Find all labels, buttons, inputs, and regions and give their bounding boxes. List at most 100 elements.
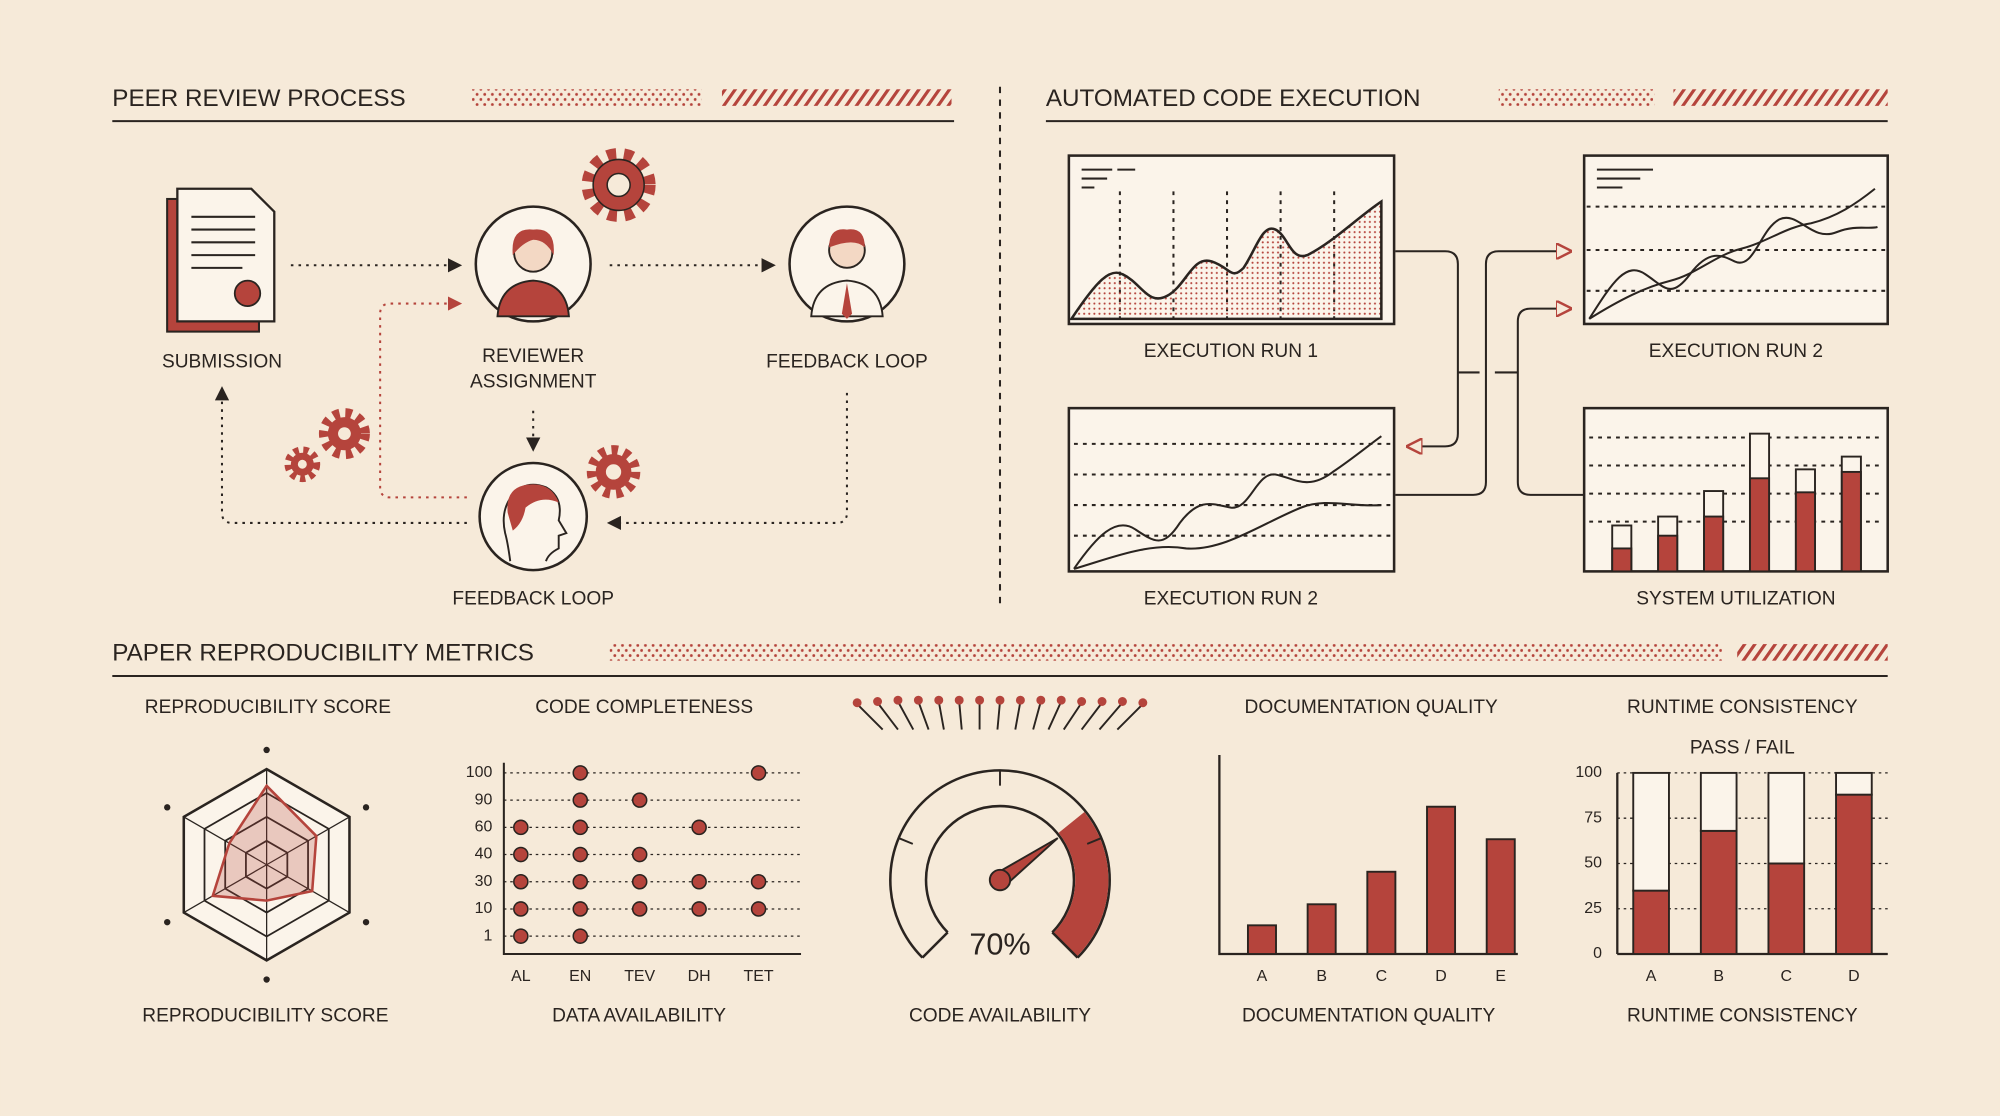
panel-bar	[1840, 470, 1862, 573]
axis-label: REPRODUCIBILITY SCORE	[142, 1006, 388, 1027]
panel	[1582, 154, 1889, 326]
gauge-band	[1052, 812, 1109, 957]
panel-label: EXECUTION RUN 2	[1649, 341, 1823, 362]
x-tick-label: B	[1316, 968, 1327, 985]
pin-head	[1077, 697, 1087, 706]
person-hair	[829, 229, 865, 248]
radar-axis-dot	[263, 976, 270, 983]
pin-head	[873, 697, 883, 706]
bar-segment	[1767, 862, 1806, 955]
bar-segment	[1835, 771, 1873, 796]
bar	[1426, 805, 1457, 955]
panel-line	[1073, 435, 1382, 570]
panel-line	[1069, 199, 1383, 321]
dot	[691, 901, 707, 917]
bar-segment	[1699, 771, 1738, 832]
radar-spoke	[183, 864, 267, 914]
gauge-decoration	[856, 701, 1144, 731]
dot	[572, 792, 589, 808]
peer-review-diagram: SUBMISSION REVIEWER ASSIGNMENT FEEDBACK …	[162, 147, 928, 609]
connector	[1516, 309, 1585, 496]
pin-head	[1138, 698, 1148, 708]
pin-head	[954, 695, 964, 705]
radar-axis-dot	[263, 746, 270, 754]
gauge-end	[921, 931, 949, 959]
panel-label: EXECUTION RUN 1	[1144, 341, 1318, 362]
panel-line	[1588, 187, 1876, 320]
y-tick-label: 75	[1584, 809, 1602, 826]
y-tick-label: 30	[475, 873, 493, 890]
decoration	[471, 89, 702, 106]
panel	[1067, 406, 1396, 573]
y-tick-label: 100	[1575, 764, 1602, 781]
bar	[1366, 870, 1397, 955]
axis-label: CODE AVAILABILITY	[909, 1006, 1091, 1027]
bar	[1306, 903, 1337, 955]
axis-label: DATA AVAILABILITY	[552, 1006, 726, 1027]
bar	[1246, 924, 1277, 955]
pin-head	[1015, 695, 1025, 705]
y-tick-label: 10	[475, 900, 493, 917]
dot	[513, 901, 529, 917]
pin-head	[1097, 697, 1107, 706]
dot	[631, 792, 648, 808]
gear	[318, 408, 370, 460]
dot	[631, 901, 648, 917]
panel-grid	[1118, 191, 1336, 319]
dot	[572, 928, 589, 944]
gear	[284, 446, 321, 483]
tie	[841, 283, 853, 319]
connector	[1395, 251, 1568, 496]
dot	[513, 819, 529, 836]
x-tick-label: EN	[569, 968, 591, 985]
decoration	[1498, 89, 1655, 106]
dot	[750, 765, 767, 781]
axis-label: DOCUMENTATION QUALITY	[1242, 1006, 1495, 1027]
x-tick-label: TEV	[624, 968, 655, 985]
radar-axis-dot	[362, 918, 370, 926]
dot	[513, 873, 529, 890]
chart-subtitle: PASS / FAIL	[1690, 738, 1795, 759]
y-tick-label: 100	[466, 764, 493, 781]
dot	[691, 819, 707, 836]
chart-title: REPRODUCIBILITY SCORE	[145, 697, 391, 718]
radar-area	[211, 783, 318, 902]
x-tick-label: D	[1435, 968, 1447, 985]
dot	[572, 901, 589, 917]
person-hair	[507, 484, 559, 531]
dot	[572, 819, 589, 836]
section-title: PAPER REPRODUCIBILITY METRICS	[112, 640, 534, 667]
gears	[284, 147, 656, 499]
x-tick-label: C	[1781, 968, 1793, 985]
bar-segment	[1632, 771, 1670, 892]
node-label: SUBMISSION	[162, 351, 282, 372]
gear	[297, 459, 307, 469]
gauge-outer	[889, 769, 1111, 959]
radar-axis-dot	[362, 804, 370, 811]
x-tick-label: C	[1376, 968, 1388, 985]
panel	[1582, 406, 1889, 573]
radar-axis-dot	[164, 918, 171, 926]
axis	[502, 762, 802, 956]
y-tick-label: 60	[475, 819, 493, 836]
gear	[606, 172, 631, 198]
decoration	[1737, 644, 1888, 661]
gauge-inner	[924, 804, 1076, 934]
decoration	[1673, 89, 1888, 106]
y-tick-label: 0	[1593, 945, 1602, 962]
dot	[572, 873, 589, 890]
flow-arrows	[214, 258, 848, 531]
decoration	[609, 644, 1722, 661]
pin-head	[934, 695, 944, 705]
y-tick-label: 40	[475, 846, 493, 863]
y-tick-label: 50	[1584, 855, 1602, 872]
chart-title: RUNTIME CONSISTENCY	[1627, 697, 1858, 718]
pin-head	[913, 695, 923, 705]
chart-title: DOCUMENTATION QUALITY	[1245, 697, 1498, 718]
gear	[586, 445, 641, 499]
axis	[1218, 755, 1518, 956]
dot	[631, 846, 648, 863]
section-title: AUTOMATED CODE EXECUTION	[1046, 85, 1421, 112]
dot	[691, 873, 707, 890]
